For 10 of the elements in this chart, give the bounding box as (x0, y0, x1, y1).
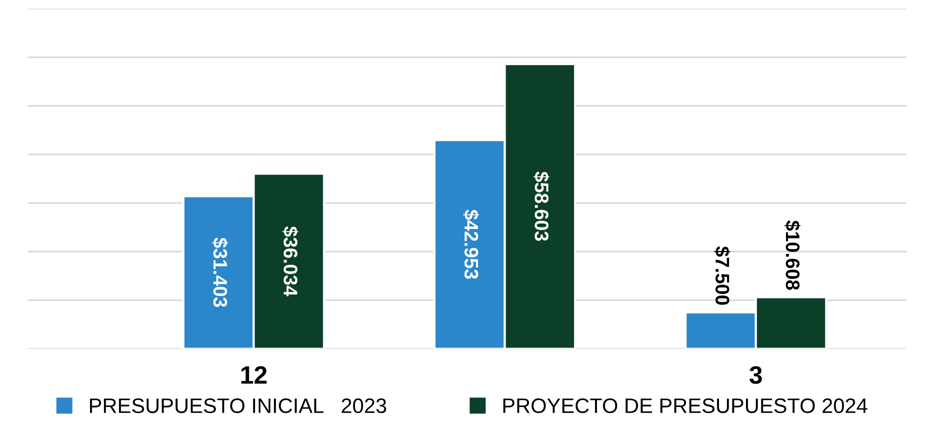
x-tick-label: 3 (749, 366, 762, 384)
data-label: $31.403 (212, 238, 228, 307)
legend-label: PRESUPUESTO INICIAL 2023 (90, 398, 386, 414)
data-label: $7.500 (714, 246, 730, 305)
data-label: $58.603 (533, 172, 550, 241)
data-label: $10.608 (784, 220, 800, 290)
data-label: $42.953 (463, 210, 480, 279)
x-tick-label: 12 (241, 366, 267, 384)
legend-label: PROYECTO DE PRESUPUESTO 2024 (503, 398, 868, 414)
data-label: $36.034 (282, 226, 298, 296)
